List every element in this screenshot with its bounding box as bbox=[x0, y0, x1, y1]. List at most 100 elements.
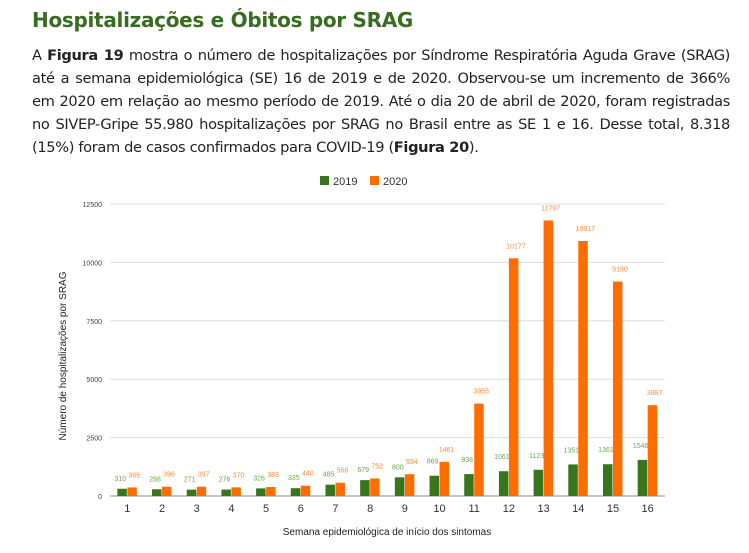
x-tick-label: 5 bbox=[263, 503, 269, 515]
y-tick-label: 10000 bbox=[83, 260, 103, 267]
bar-2020 bbox=[543, 220, 554, 497]
figure-ref: Figura 19 bbox=[47, 47, 124, 64]
data-label-2020: 10177 bbox=[506, 243, 526, 250]
data-label-2019: 1061 bbox=[494, 454, 510, 461]
bar-2020 bbox=[196, 486, 207, 496]
data-label-2019: 1351 bbox=[563, 447, 579, 454]
data-label-2020: 1461 bbox=[439, 447, 455, 454]
bar-2020 bbox=[578, 240, 588, 496]
data-label-2019: 485 bbox=[323, 472, 335, 479]
x-tick-label: 4 bbox=[228, 503, 234, 515]
data-label-2019: 1123 bbox=[529, 453, 544, 460]
x-tick-label: 8 bbox=[367, 503, 373, 515]
data-label-2020: 3887 bbox=[647, 390, 663, 397]
bar-2019 bbox=[429, 475, 440, 496]
legend-swatch bbox=[370, 176, 379, 185]
bar-2020 bbox=[127, 487, 137, 496]
x-tick-label: 7 bbox=[332, 503, 338, 515]
bar-2019 bbox=[186, 489, 197, 496]
figure-ref: Figura 20 bbox=[393, 139, 469, 156]
data-label-2020: 934 bbox=[406, 459, 418, 466]
bar-2020 bbox=[404, 474, 415, 496]
data-label-2019: 288 bbox=[149, 476, 161, 483]
data-label-2020: 366 bbox=[129, 472, 141, 479]
data-label-2019: 271 bbox=[184, 477, 196, 484]
bar-2019 bbox=[533, 469, 544, 496]
data-label-2019: 869 bbox=[427, 459, 439, 466]
bar-2019 bbox=[637, 459, 648, 496]
x-tick-label: 9 bbox=[402, 503, 408, 515]
x-tick-label: 2 bbox=[159, 503, 165, 515]
data-label-2020: 3955 bbox=[473, 389, 489, 396]
y-tick-label: 0 bbox=[98, 494, 102, 501]
legend-label: 2019 bbox=[333, 176, 357, 188]
data-label-2020: 10917 bbox=[576, 226, 596, 233]
bar-2020 bbox=[474, 403, 484, 496]
data-label-2020: 383 bbox=[267, 472, 279, 479]
bar-2020 bbox=[370, 478, 380, 496]
data-label-2020: 9180 bbox=[612, 267, 628, 274]
bar-2020 bbox=[335, 482, 345, 496]
text: mostra o número de hospitalizações por S… bbox=[32, 47, 730, 156]
bar-2020 bbox=[612, 281, 623, 496]
data-label-2020: 370 bbox=[233, 472, 245, 479]
data-label-2020: 397 bbox=[198, 472, 210, 479]
bar-2020 bbox=[647, 405, 658, 496]
bar-2019 bbox=[152, 489, 162, 496]
text: A bbox=[32, 47, 48, 64]
bar-2020 bbox=[300, 485, 311, 496]
data-label-2019: 938 bbox=[461, 457, 473, 464]
data-label-2020: 396 bbox=[163, 472, 175, 479]
bar-2019 bbox=[325, 484, 335, 496]
x-axis-label: Semana epidemiológica de início dos sint… bbox=[283, 527, 491, 538]
legend-label: 2020 bbox=[383, 176, 407, 188]
bar-2020 bbox=[508, 258, 519, 496]
description-paragraph: A Figura 19 mostra o número de hospitali… bbox=[32, 44, 730, 159]
bar-2019 bbox=[290, 488, 301, 496]
data-label-2019: 326 bbox=[253, 475, 265, 482]
data-label-2019: 679 bbox=[357, 467, 369, 474]
y-tick-label: 12500 bbox=[83, 202, 103, 209]
y-tick-label: 7500 bbox=[86, 319, 102, 326]
data-label-2020: 440 bbox=[302, 471, 314, 478]
bar-2019 bbox=[360, 480, 370, 496]
bar-2020 bbox=[231, 487, 241, 496]
bar-2020 bbox=[439, 461, 450, 496]
x-tick-label: 13 bbox=[537, 503, 549, 515]
data-label-2019: 335 bbox=[288, 475, 300, 482]
x-tick-label: 12 bbox=[503, 503, 515, 515]
x-tick-label: 15 bbox=[607, 503, 619, 515]
data-label-2019: 1546 bbox=[633, 443, 649, 450]
x-tick-label: 10 bbox=[433, 503, 445, 515]
data-label-2019: 1361 bbox=[598, 447, 614, 454]
y-tick-label: 2500 bbox=[86, 436, 102, 443]
data-label-2019: 276 bbox=[219, 477, 231, 484]
data-label-2019: 310 bbox=[115, 476, 127, 483]
x-tick-label: 6 bbox=[298, 503, 304, 515]
bar-2019 bbox=[117, 488, 127, 496]
bar-2019 bbox=[498, 471, 509, 496]
x-tick-label: 3 bbox=[194, 503, 200, 515]
section-heading: Hospitalizações e Óbitos por SRAG bbox=[32, 8, 414, 32]
x-tick-label: 1 bbox=[124, 503, 130, 515]
data-label-2020: 568 bbox=[337, 468, 349, 475]
bar-2020 bbox=[266, 487, 276, 496]
x-tick-label: 11 bbox=[469, 503, 480, 515]
data-label-2020: 11797 bbox=[541, 205, 560, 212]
data-label-2020: 752 bbox=[371, 463, 383, 470]
x-tick-label: 16 bbox=[642, 503, 654, 515]
bar-2020 bbox=[162, 486, 172, 496]
bar-2019 bbox=[464, 474, 474, 496]
bar-2019 bbox=[394, 477, 405, 496]
bar-2019 bbox=[256, 488, 266, 496]
y-axis-label: Número de hospitalizações por SRAG bbox=[58, 271, 69, 440]
bar-2019 bbox=[221, 489, 231, 496]
bar-2019 bbox=[602, 464, 613, 496]
data-label-2019: 800 bbox=[392, 464, 404, 471]
text: ). bbox=[468, 139, 479, 156]
x-tick-label: 14 bbox=[572, 503, 584, 515]
y-tick-label: 5000 bbox=[86, 377, 102, 384]
legend-swatch bbox=[320, 176, 329, 185]
bar-2019 bbox=[568, 464, 578, 496]
